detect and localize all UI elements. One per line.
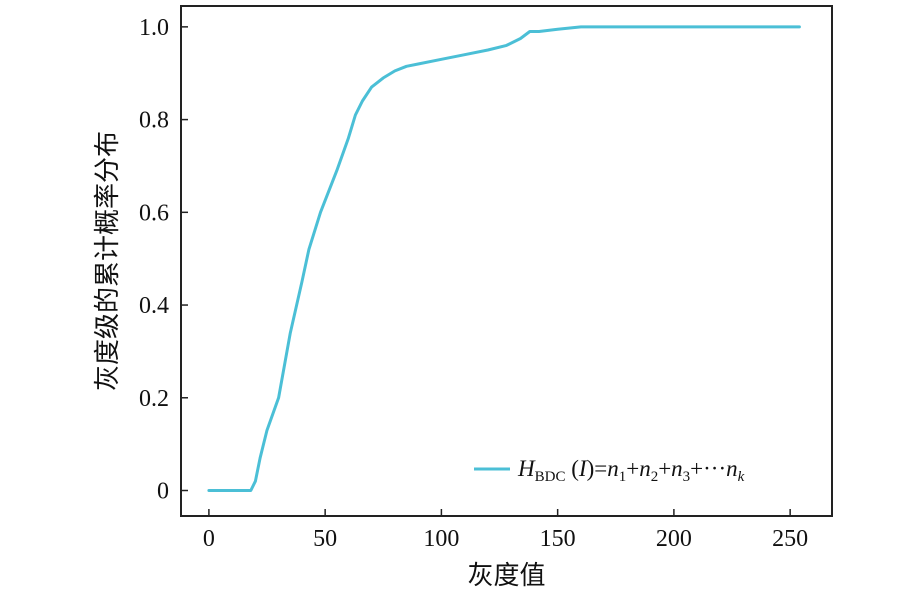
y-tick-label: 0 bbox=[157, 479, 169, 505]
data-point bbox=[289, 332, 291, 334]
x-axis-ticks: 0 50 100 150 200 250 bbox=[203, 509, 808, 552]
x-tick-label: 0 bbox=[203, 526, 215, 552]
data-point bbox=[319, 211, 322, 213]
y-axis-ticks: 0 0.2 0.4 0.6 0.8 1.0 bbox=[139, 15, 188, 505]
legend: HBDC​ (I)=n1​+n2​+n3​+···nk​ bbox=[474, 456, 745, 485]
data-point bbox=[580, 26, 582, 28]
data-point bbox=[254, 480, 256, 482]
y-tick-label: 0.4 bbox=[139, 293, 169, 319]
data-point bbox=[371, 86, 373, 88]
series-points bbox=[208, 26, 801, 492]
data-point bbox=[394, 70, 396, 72]
data-point bbox=[231, 489, 233, 492]
data-point bbox=[301, 281, 303, 283]
y-tick-label: 1.0 bbox=[139, 15, 169, 41]
data-point bbox=[259, 457, 261, 459]
data-point bbox=[417, 63, 419, 65]
data-point bbox=[208, 489, 210, 492]
y-tick-label: 0.8 bbox=[139, 108, 169, 134]
data-point bbox=[557, 28, 559, 30]
x-tick-label: 150 bbox=[540, 526, 576, 552]
x-tick-label: 50 bbox=[313, 526, 337, 552]
data-point bbox=[266, 429, 268, 431]
data-point bbox=[673, 26, 675, 28]
x-tick-label: 250 bbox=[772, 526, 808, 552]
data-point bbox=[798, 26, 801, 28]
y-tick-label: 0.6 bbox=[139, 200, 169, 226]
data-point bbox=[591, 26, 594, 28]
y-tick-label: 0.2 bbox=[139, 386, 169, 412]
plot-frame bbox=[180, 5, 833, 517]
data-point bbox=[278, 397, 280, 399]
y-axis-title: 灰度级的累计概率分布 bbox=[93, 131, 123, 391]
data-point bbox=[405, 65, 408, 67]
data-point bbox=[603, 26, 605, 28]
data-point bbox=[308, 248, 310, 250]
x-tick-label: 200 bbox=[656, 526, 692, 552]
x-axis-title: 灰度值 bbox=[467, 561, 545, 591]
data-point bbox=[519, 37, 522, 40]
data-point bbox=[382, 77, 384, 79]
data-point bbox=[354, 114, 356, 116]
data-point bbox=[336, 170, 338, 172]
legend-label: HBDC​ (I)=n1​+n2​+n3​+···nk​ bbox=[517, 456, 745, 485]
data-point bbox=[250, 489, 252, 492]
data-point bbox=[347, 137, 349, 139]
data-point bbox=[538, 30, 540, 33]
data-point bbox=[440, 58, 442, 60]
series-line-cumulative-distribution bbox=[207, 25, 801, 492]
x-tick-label: 100 bbox=[423, 526, 459, 552]
data-point bbox=[487, 49, 489, 51]
data-point bbox=[361, 100, 363, 102]
data-point bbox=[464, 54, 466, 56]
data-point bbox=[505, 44, 508, 47]
data-point bbox=[529, 30, 531, 33]
